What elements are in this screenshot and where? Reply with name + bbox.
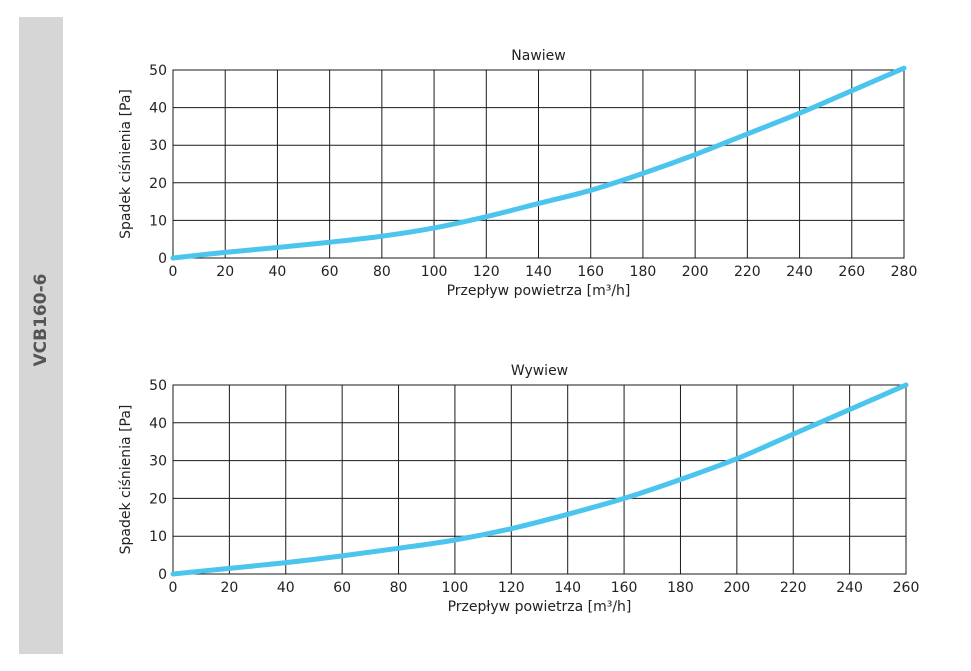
chart-title: Nawiew — [511, 48, 565, 64]
x-tick-label: 260 — [893, 580, 920, 596]
x-tick-label: 120 — [498, 580, 525, 596]
y-axis-label: Spadek ciśnienia [Pa] — [118, 405, 134, 555]
x-tick-label: 180 — [630, 264, 657, 280]
x-tick-label: 220 — [734, 264, 761, 280]
x-tick-label: 200 — [723, 580, 750, 596]
y-tick-label: 20 — [149, 491, 167, 507]
x-tick-label: 280 — [891, 264, 918, 280]
x-tick-label: 100 — [421, 264, 448, 280]
x-tick-label: 200 — [682, 264, 709, 280]
y-axis-label: Spadek ciśnienia [Pa] — [118, 89, 134, 239]
y-tick-label: 50 — [149, 378, 167, 394]
pressure-drop-curve — [170, 65, 907, 261]
x-tick-label: 20 — [220, 580, 238, 596]
plot-frame — [172, 384, 907, 575]
plot-frame — [172, 69, 905, 259]
y-tick-label: 10 — [149, 529, 167, 545]
x-tick-label: 140 — [554, 580, 581, 596]
x-tick-label: 80 — [390, 580, 408, 596]
x-tick-label: 120 — [473, 264, 500, 280]
x-axis-label: Przepływ powietrza [m³/h] — [447, 283, 631, 299]
x-tick-label: 100 — [442, 580, 469, 596]
pressure-drop-curve — [170, 382, 909, 577]
model-label: VCB160-6 — [31, 273, 51, 367]
chart-title: Wywiew — [511, 363, 568, 379]
x-tick-label: 140 — [525, 264, 552, 280]
x-tick-label: 240 — [786, 264, 813, 280]
x-tick-label: 160 — [577, 264, 604, 280]
x-tick-label: 60 — [321, 264, 339, 280]
x-tick-label: 180 — [667, 580, 694, 596]
x-tick-label: 260 — [838, 264, 865, 280]
side-bar — [19, 17, 63, 654]
x-tick-label: 20 — [216, 264, 234, 280]
x-tick-label: 0 — [169, 264, 178, 280]
y-tick-label: 0 — [158, 251, 167, 267]
x-tick-label: 220 — [780, 580, 807, 596]
x-tick-label: 0 — [169, 580, 178, 596]
chart-nawiew: 0 20 40 60 80 100 120 140 160 180 200 220 240 260 280 0… — [118, 48, 918, 299]
x-axis-label: Przepływ powietrza [m³/h] — [448, 599, 632, 615]
chart-wywiew: 0 20 40 60 80 100 120 140 160 180 200 220 240 260 0 10 2… — [118, 363, 920, 615]
x-tick-label: 40 — [277, 580, 295, 596]
x-tick-label: 160 — [611, 580, 638, 596]
y-tick-label: 0 — [158, 567, 167, 583]
y-tick-label: 40 — [149, 101, 167, 117]
y-tick-label: 50 — [149, 63, 167, 79]
x-tick-label: 40 — [269, 264, 287, 280]
y-tick-label: 10 — [149, 213, 167, 229]
x-tick-label: 80 — [373, 264, 391, 280]
x-tick-label: 60 — [333, 580, 351, 596]
x-tick-label: 240 — [836, 580, 863, 596]
y-tick-label: 40 — [149, 416, 167, 432]
y-tick-label: 30 — [149, 138, 167, 154]
y-tick-label: 30 — [149, 454, 167, 470]
y-tick-label: 20 — [149, 176, 167, 192]
